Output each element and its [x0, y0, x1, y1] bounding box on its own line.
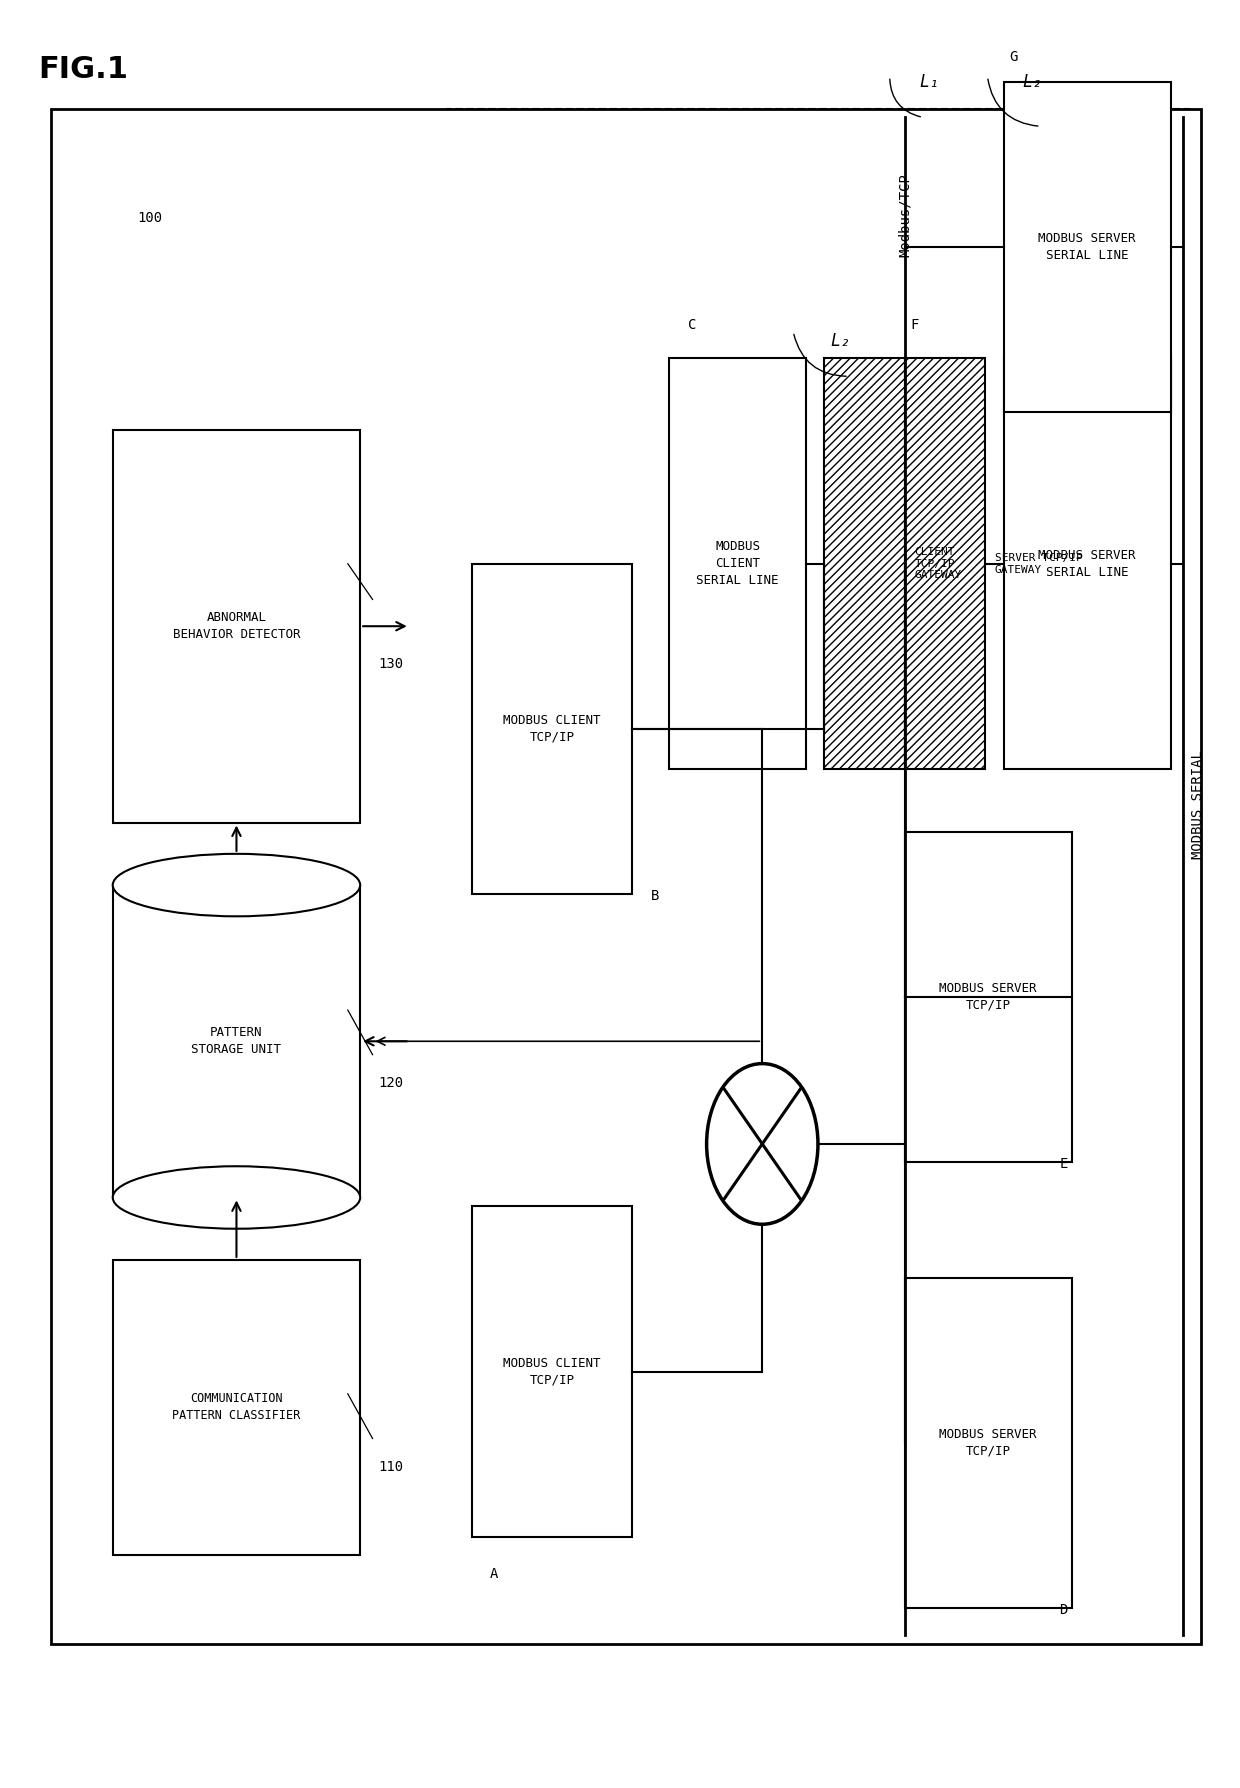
Text: FIG.1: FIG.1	[38, 55, 129, 84]
Text: MODBUS SERIAL: MODBUS SERIAL	[1190, 751, 1205, 860]
Text: 100: 100	[138, 211, 162, 225]
Bar	[63, 252, 409, 1572]
Text: E: E	[1059, 1157, 1068, 1171]
Text: SERVER TCP/IP
GATEWAY: SERVER TCP/IP GATEWAY	[994, 552, 1083, 574]
Bar	[1003, 82, 1171, 411]
Text: MODBUS CLIENT
TCP/IP: MODBUS CLIENT TCP/IP	[503, 713, 600, 744]
Text: Modbus/TCP: Modbus/TCP	[898, 173, 911, 257]
Text: MODBUS CLIENT
TCP/IP: MODBUS CLIENT TCP/IP	[503, 1357, 600, 1386]
Ellipse shape	[113, 855, 360, 915]
Bar	[1003, 358, 1171, 769]
Bar	[113, 885, 360, 1198]
Bar	[670, 358, 806, 769]
Text: COMMUNICATION
PATTERN CLASSIFIER: COMMUNICATION PATTERN CLASSIFIER	[172, 1393, 300, 1421]
Text: MODBUS
CLIENT
SERIAL LINE: MODBUS CLIENT SERIAL LINE	[697, 540, 779, 586]
Text: MODBUS SERVER
TCP/IP: MODBUS SERVER TCP/IP	[940, 1429, 1037, 1457]
Text: L₁: L₁	[919, 73, 940, 91]
Bar	[904, 358, 985, 769]
Text: B: B	[651, 889, 660, 903]
Text: 130: 130	[378, 656, 404, 670]
Text: MODBUS SERVER
SERIAL LINE: MODBUS SERVER SERIAL LINE	[1038, 549, 1136, 579]
Bar	[446, 109, 1189, 1643]
Text: CLIENT
TCP/IP
GATEWAY: CLIENT TCP/IP GATEWAY	[914, 547, 962, 581]
Text: L₂: L₂	[1022, 73, 1042, 91]
Text: G: G	[1009, 50, 1018, 64]
Bar	[113, 1261, 360, 1554]
Bar	[825, 358, 904, 769]
Text: L₂: L₂	[831, 331, 851, 350]
Text: ABNORMAL
BEHAVIOR DETECTOR: ABNORMAL BEHAVIOR DETECTOR	[172, 611, 300, 642]
Ellipse shape	[113, 1166, 360, 1228]
Bar	[51, 109, 1202, 1643]
Text: 120: 120	[378, 1076, 404, 1091]
Text: C: C	[688, 318, 697, 331]
Bar	[113, 429, 360, 822]
Bar	[471, 563, 632, 894]
Bar	[904, 831, 1071, 1162]
Text: F: F	[910, 318, 919, 331]
Text: PATTERN
STORAGE UNIT: PATTERN STORAGE UNIT	[191, 1026, 281, 1057]
Text: D: D	[1059, 1604, 1068, 1616]
Text: 110: 110	[378, 1461, 404, 1473]
Text: MODBUS SERVER
TCP/IP: MODBUS SERVER TCP/IP	[940, 982, 1037, 1012]
Bar	[904, 1278, 1071, 1607]
Bar	[471, 1207, 632, 1536]
Text: A: A	[490, 1568, 498, 1581]
Text: MODBUS SERVER
SERIAL LINE: MODBUS SERVER SERIAL LINE	[1038, 232, 1136, 261]
